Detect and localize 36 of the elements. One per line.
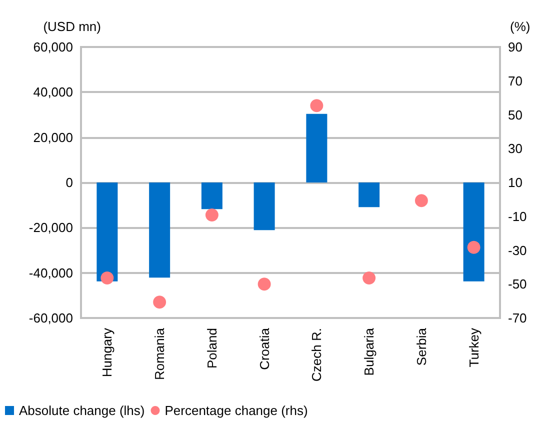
y2-tick-label: -70 xyxy=(508,310,527,326)
legend-label: Percentage change (rhs) xyxy=(164,403,308,418)
y-tick-label: -60,000 xyxy=(28,310,73,326)
y-tick-label: -40,000 xyxy=(28,265,73,280)
point xyxy=(310,99,324,112)
y2-tick-label: 70 xyxy=(508,73,522,88)
y-tick-label: 60,000 xyxy=(33,40,73,54)
point xyxy=(205,208,218,222)
y2-tick-label: -30 xyxy=(508,242,527,258)
legend-label: Absolute change (lhs) xyxy=(19,403,145,418)
point xyxy=(414,194,428,208)
y2-tick-label: 90 xyxy=(508,40,522,54)
y-tick-label: 40,000 xyxy=(33,84,73,100)
y2-axis-title: (%) xyxy=(510,19,530,34)
x-tick-label: Serbia xyxy=(414,327,429,366)
y2-tick-label: 50 xyxy=(508,107,522,122)
x-tick-label: Bulgaria xyxy=(362,327,377,376)
x-tick-label: Romania xyxy=(152,327,168,380)
y-tick-label: 20,000 xyxy=(33,130,73,145)
y-tick-label: -20,000 xyxy=(28,220,73,236)
x-tick-label: Turkey xyxy=(466,328,482,368)
y-tick-label: 0 xyxy=(66,175,73,190)
point xyxy=(100,272,114,285)
point xyxy=(258,278,271,291)
x-tick-label: Poland xyxy=(204,328,220,368)
x-tick-label: Hungary xyxy=(100,328,115,378)
x-tick-label: Croatia xyxy=(256,327,272,370)
point xyxy=(467,240,480,254)
y2-tick-label: -50 xyxy=(508,276,527,292)
y2-tick-label: 10 xyxy=(508,175,522,190)
x-tick-label: Czech R. xyxy=(309,328,324,382)
y2-tick-label: -10 xyxy=(508,208,527,224)
y2-tick-label: 30 xyxy=(508,141,522,156)
point xyxy=(362,272,376,285)
y-axis-title: (USD mn) xyxy=(43,19,101,34)
point xyxy=(153,296,166,309)
